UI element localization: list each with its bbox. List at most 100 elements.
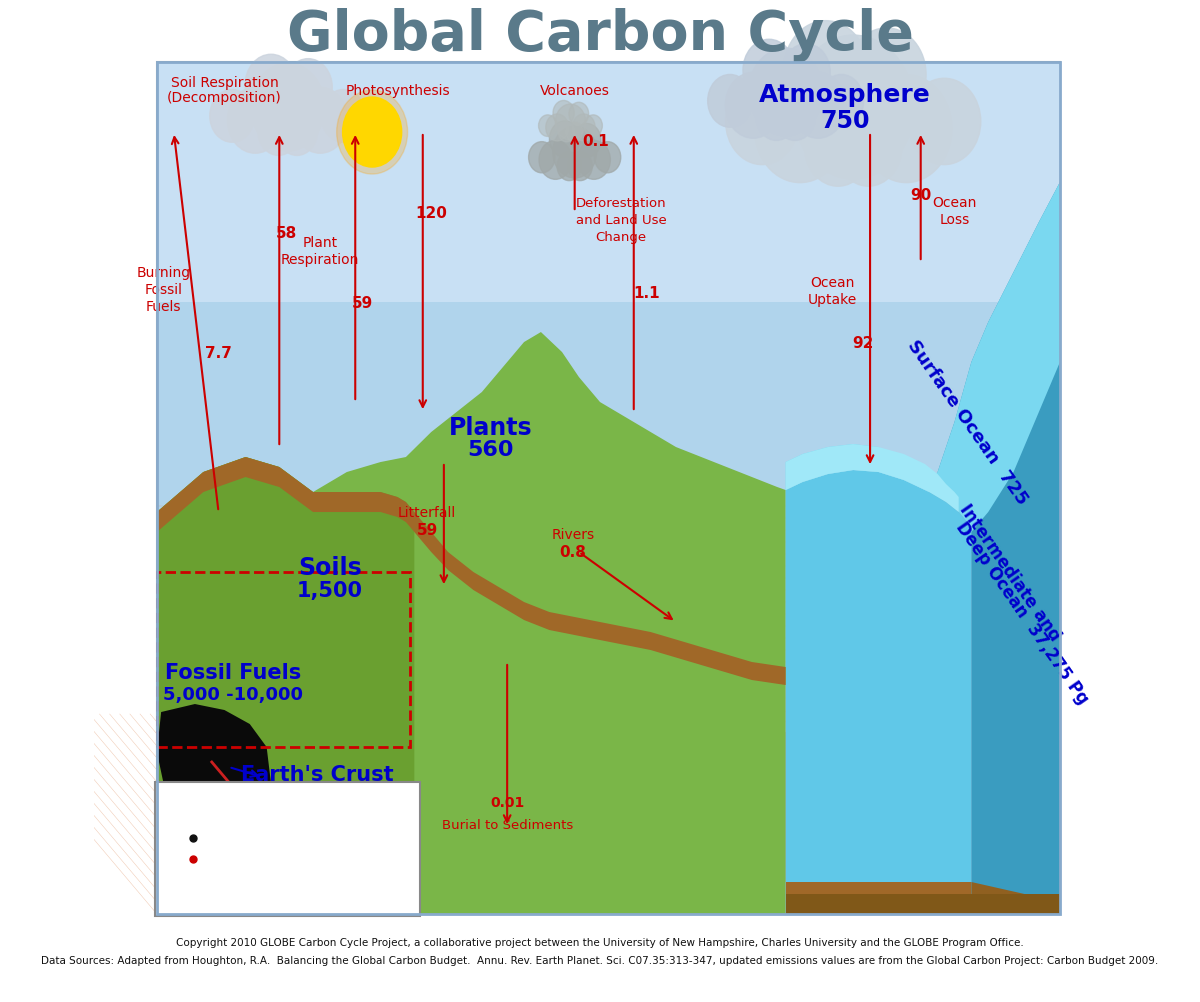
Text: 100,000,000: 100,000,000	[250, 786, 385, 805]
Circle shape	[782, 45, 830, 102]
Circle shape	[908, 79, 980, 165]
Text: Plant: Plant	[302, 235, 337, 249]
Circle shape	[820, 75, 864, 128]
Text: Surface Ocean  725: Surface Ocean 725	[904, 337, 1031, 508]
Circle shape	[529, 142, 554, 173]
Text: Deep Ocean  37,275 Pg: Deep Ocean 37,275 Pg	[952, 518, 1092, 706]
Text: Deforestation: Deforestation	[576, 196, 666, 209]
Text: Intermediate and: Intermediate and	[955, 501, 1063, 644]
Text: 750: 750	[820, 109, 870, 133]
Text: Units: Petagrams (Pg) = 10^15 gC: Units: Petagrams (Pg) = 10^15 gC	[203, 811, 421, 824]
Polygon shape	[929, 182, 1060, 914]
Text: Loss: Loss	[940, 212, 970, 226]
Text: 0.1: 0.1	[582, 133, 610, 148]
Text: and Land Use: and Land Use	[576, 213, 666, 226]
Text: Litterfall: Litterfall	[398, 506, 456, 519]
Circle shape	[539, 141, 572, 180]
Circle shape	[749, 49, 823, 137]
Circle shape	[577, 141, 611, 180]
Circle shape	[860, 75, 952, 183]
Circle shape	[791, 73, 846, 139]
Text: 1,500: 1,500	[296, 580, 362, 600]
Circle shape	[342, 98, 402, 168]
Circle shape	[572, 115, 595, 142]
Text: Change: Change	[595, 230, 647, 243]
Circle shape	[550, 121, 580, 158]
Polygon shape	[157, 333, 786, 914]
Polygon shape	[786, 882, 971, 914]
Circle shape	[594, 142, 620, 173]
Polygon shape	[157, 458, 786, 914]
Circle shape	[258, 108, 299, 156]
Circle shape	[726, 79, 798, 165]
Circle shape	[539, 115, 557, 137]
Circle shape	[566, 123, 583, 142]
Circle shape	[804, 108, 871, 187]
Polygon shape	[157, 458, 786, 685]
Circle shape	[847, 29, 926, 122]
Text: Volcanoes: Volcanoes	[540, 84, 610, 98]
Text: 1.1: 1.1	[634, 286, 660, 301]
Text: 92: 92	[853, 336, 874, 350]
Circle shape	[210, 90, 254, 143]
Circle shape	[792, 36, 914, 180]
Text: Fossil Fuels: Fossil Fuels	[164, 662, 301, 682]
Circle shape	[546, 115, 569, 142]
Text: Rivers: Rivers	[552, 527, 594, 541]
Text: Legend: Legend	[186, 789, 260, 807]
Circle shape	[245, 55, 298, 116]
Text: 120: 120	[415, 205, 448, 220]
Circle shape	[708, 75, 752, 128]
Text: Fossil: Fossil	[145, 283, 182, 297]
Text: 90: 90	[910, 187, 931, 202]
Circle shape	[558, 123, 575, 142]
Text: 7.7: 7.7	[205, 345, 232, 360]
Circle shape	[568, 153, 593, 181]
Polygon shape	[786, 471, 971, 914]
Text: 0.01: 0.01	[490, 796, 524, 810]
Text: 5,000 -10,000: 5,000 -10,000	[163, 685, 302, 703]
Circle shape	[584, 115, 602, 137]
Circle shape	[293, 88, 348, 154]
Polygon shape	[157, 697, 786, 914]
Circle shape	[572, 124, 601, 158]
Polygon shape	[786, 445, 959, 512]
Text: Ocean: Ocean	[932, 195, 977, 209]
Polygon shape	[786, 182, 1060, 532]
Circle shape	[784, 22, 869, 122]
Polygon shape	[786, 894, 1060, 914]
Circle shape	[556, 105, 586, 141]
Text: Soils: Soils	[298, 555, 362, 579]
Text: 58: 58	[276, 225, 296, 240]
Polygon shape	[157, 63, 1060, 914]
Circle shape	[276, 108, 318, 156]
Text: Respiration: Respiration	[281, 253, 359, 267]
Text: Plants: Plants	[449, 416, 532, 440]
Text: Pools: Pg: Pools: Pg	[216, 832, 276, 845]
Text: 59: 59	[352, 296, 373, 311]
Text: Global Carbon Cycle: Global Carbon Cycle	[287, 8, 913, 62]
Text: 59: 59	[416, 522, 438, 537]
Text: Photosynthesis: Photosynthesis	[346, 84, 450, 98]
Circle shape	[553, 101, 575, 126]
Circle shape	[284, 59, 332, 116]
Circle shape	[774, 93, 815, 141]
Polygon shape	[157, 63, 1060, 303]
Text: (Decomposition): (Decomposition)	[167, 91, 282, 105]
Text: Ocean: Ocean	[810, 276, 854, 290]
Text: Soil Respiration: Soil Respiration	[170, 76, 278, 90]
Circle shape	[755, 75, 846, 183]
FancyBboxPatch shape	[155, 783, 420, 916]
Polygon shape	[971, 882, 1060, 914]
Polygon shape	[157, 458, 414, 914]
Polygon shape	[157, 704, 271, 818]
Text: 560: 560	[467, 440, 514, 460]
Text: Burning: Burning	[137, 266, 191, 280]
Circle shape	[743, 40, 794, 102]
Text: 0.8: 0.8	[559, 544, 587, 559]
Text: Copyright 2010 GLOBE Carbon Cycle Project, a collaborative project between the U: Copyright 2010 GLOBE Carbon Cycle Projec…	[176, 937, 1024, 947]
Text: Data Sources: Adapted from Houghton, R.A.  Balancing the Global Carbon Budget.  : Data Sources: Adapted from Houghton, R.A…	[41, 955, 1159, 965]
Circle shape	[227, 88, 283, 154]
Circle shape	[337, 91, 408, 175]
Circle shape	[557, 153, 581, 181]
